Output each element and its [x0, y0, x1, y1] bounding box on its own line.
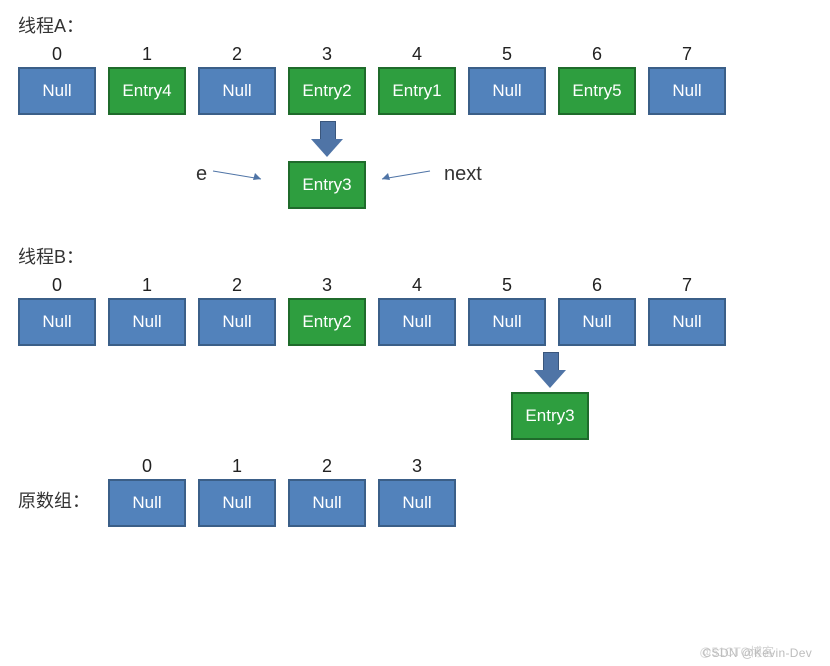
slot-cell: Null — [18, 67, 96, 115]
thread-b-slot-1: 1Null — [108, 275, 186, 346]
annot-next-label: next — [444, 163, 482, 186]
thread-a-chain: e Entry3 next — [18, 115, 812, 209]
slot-index: 2 — [232, 44, 242, 65]
slot-cell: Entry2 — [288, 67, 366, 115]
thread-b-slot-0: 0Null — [18, 275, 96, 346]
slot-index: 3 — [322, 44, 332, 65]
chain-entry: Entry3 — [511, 392, 589, 440]
thread-b-row: 0Null1Null2Null3Entry24Null5Null6Null7Nu… — [18, 275, 812, 346]
slot-cell: Entry1 — [378, 67, 456, 115]
pointer-arrow-icon — [372, 165, 432, 185]
thread-a-section: 线程A： 0Null1Entry42Null3Entry24Entry15Nul… — [18, 12, 812, 209]
original-title: 原数组： — [18, 487, 90, 513]
thread-a-slot-2: 2Null — [198, 44, 276, 115]
slot-cell: Null — [558, 298, 636, 346]
thread-a-row: 0Null1Entry42Null3Entry24Entry15Null6Ent… — [18, 44, 812, 115]
slot-index: 2 — [232, 275, 242, 296]
slot-index: 1 — [142, 44, 152, 65]
slot-cell: Null — [378, 298, 456, 346]
thread-b-title: 线程B： — [18, 243, 812, 269]
thread-b-slot-5: 5Null — [468, 275, 546, 346]
chain-entry: Entry3 — [288, 161, 366, 209]
original-slot-0: 0Null — [108, 456, 186, 527]
original-slot-3: 3Null — [378, 456, 456, 527]
original-slot-1: 1Null — [198, 456, 276, 527]
slot-cell: Null — [18, 298, 96, 346]
slot-cell: Entry5 — [558, 67, 636, 115]
annot-e-label: e — [196, 163, 207, 186]
slot-index: 1 — [142, 275, 152, 296]
watermark-primary: CSDN @Kevin-Dev — [703, 646, 812, 660]
annot-e: e — [196, 163, 271, 186]
thread-a-slot-5: 5Null — [468, 44, 546, 115]
slot-cell: Null — [468, 67, 546, 115]
slot-cell: Entry2 — [288, 298, 366, 346]
thread-a-slot-3: 3Entry2 — [288, 44, 366, 115]
thread-b-slot-2: 2Null — [198, 275, 276, 346]
slot-index: 5 — [502, 44, 512, 65]
slot-cell: Null — [198, 479, 276, 527]
thread-a-slot-6: 6Entry5 — [558, 44, 636, 115]
slot-index: 6 — [592, 275, 602, 296]
thread-b-slot-4: 4Null — [378, 275, 456, 346]
slot-index: 5 — [502, 275, 512, 296]
slot-cell: Null — [648, 67, 726, 115]
chain-column: Entry3 — [288, 346, 812, 440]
thread-b-chain: Entry3 — [18, 346, 812, 440]
chain-column: Entry3 — [288, 115, 366, 209]
slot-index: 0 — [52, 275, 62, 296]
thread-b-slot-3: 3Entry2 — [288, 275, 366, 346]
thread-a-slot-1: 1Entry4 — [108, 44, 186, 115]
thread-b-slot-6: 6Null — [558, 275, 636, 346]
slot-cell: Null — [108, 298, 186, 346]
slot-cell: Entry4 — [108, 67, 186, 115]
slot-cell: Null — [378, 479, 456, 527]
pointer-arrow-icon — [211, 165, 271, 185]
original-section: 原数组： 0Null1Null2Null3Null — [18, 456, 812, 527]
thread-a-slot-4: 4Entry1 — [378, 44, 456, 115]
annot-next: next — [372, 163, 482, 186]
slot-cell: Null — [648, 298, 726, 346]
thread-b-slot-7: 7Null — [648, 275, 726, 346]
slot-index: 4 — [412, 275, 422, 296]
slot-cell: Null — [468, 298, 546, 346]
slot-index: 7 — [682, 44, 692, 65]
thread-a-slot-7: 7Null — [648, 44, 726, 115]
slot-index: 0 — [142, 456, 152, 477]
slot-index: 6 — [592, 44, 602, 65]
original-slot-2: 2Null — [288, 456, 366, 527]
slot-cell: Null — [198, 67, 276, 115]
original-row: 0Null1Null2Null3Null — [108, 456, 456, 527]
thread-a-slot-0: 0Null — [18, 44, 96, 115]
slot-cell: Null — [288, 479, 366, 527]
slot-index: 3 — [322, 275, 332, 296]
slot-cell: Null — [198, 298, 276, 346]
arrow-down-icon — [540, 352, 560, 388]
arrow-down-icon — [317, 121, 337, 157]
thread-b-section: 线程B： 0Null1Null2Null3Entry24Null5Null6Nu… — [18, 243, 812, 440]
slot-index: 3 — [412, 456, 422, 477]
slot-cell: Null — [108, 479, 186, 527]
thread-a-title: 线程A： — [18, 12, 812, 38]
slot-index: 7 — [682, 275, 692, 296]
slot-index: 0 — [52, 44, 62, 65]
slot-index: 2 — [322, 456, 332, 477]
slot-index: 1 — [232, 456, 242, 477]
slot-index: 4 — [412, 44, 422, 65]
